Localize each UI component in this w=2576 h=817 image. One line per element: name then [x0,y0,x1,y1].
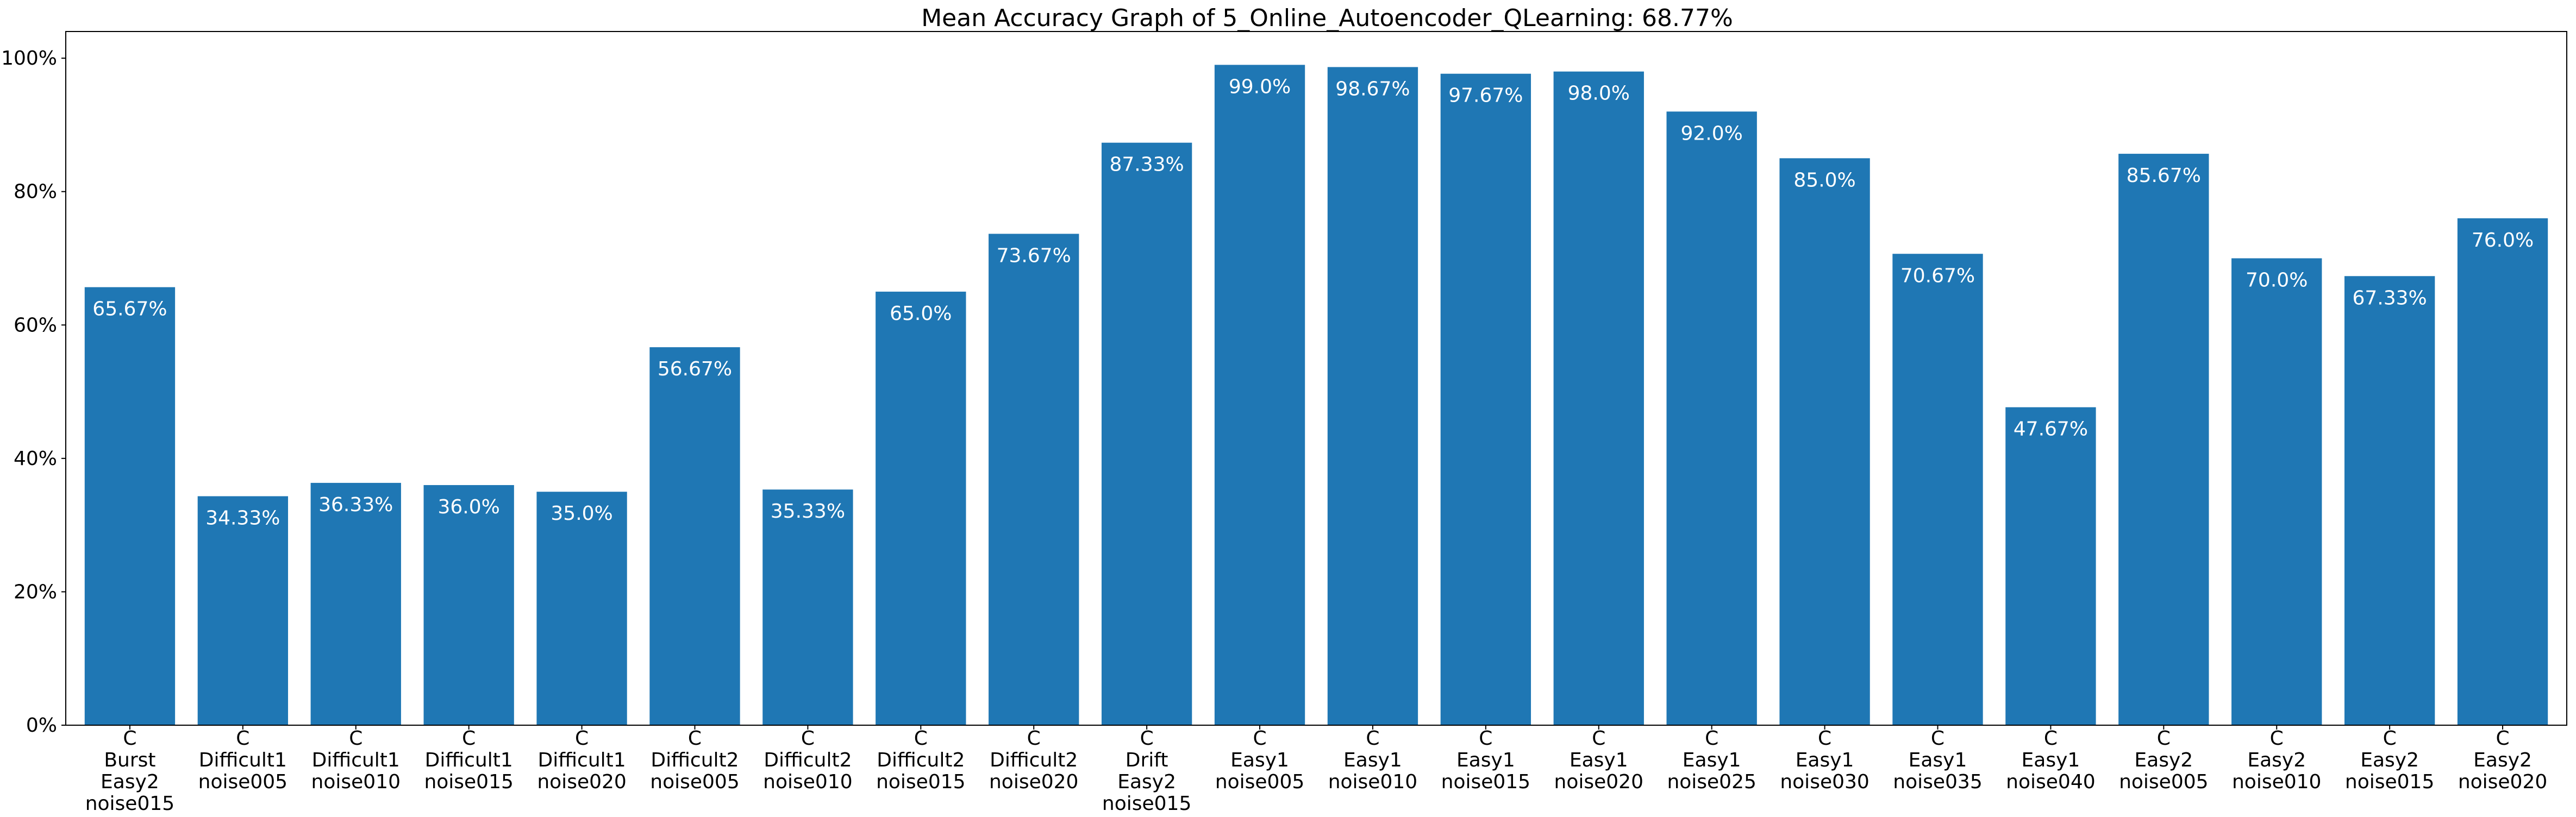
data-label: 65.0% [890,303,952,325]
bar [649,347,740,725]
data-label: 67.33% [2352,287,2427,309]
data-label: 36.33% [318,494,393,516]
bar [1214,65,1305,725]
x-tick-label: C Burst Easy2 noise015 [85,727,174,815]
bar [2344,276,2435,725]
x-tick-label: C Difficult1 noise005 [198,727,287,793]
y-tick-label: 60% [14,314,57,336]
data-label: 35.33% [771,500,845,523]
bar [423,485,514,725]
bar [84,287,176,725]
x-tick-label: C Difficult1 noise010 [311,727,401,793]
bar [2457,218,2548,725]
bar [1327,67,1418,726]
x-tick-label: C Difficult2 noise015 [876,727,965,793]
bar [762,489,853,725]
data-label: 70.0% [2246,269,2308,291]
x-tick-label: C Easy2 noise020 [2458,727,2547,793]
bar [1666,111,1757,726]
data-label: 56.67% [658,358,732,380]
data-label: 87.33% [1109,154,1184,176]
plot-frame [65,31,2567,726]
data-label: 36.0% [437,496,499,518]
chart-title: Mean Accuracy Graph of 5_Online_Autoenco… [921,4,1733,32]
x-tick-label: C Difficult2 noise005 [650,727,739,793]
data-label: 34.33% [205,507,280,529]
x-tick-label: C Easy2 noise015 [2345,727,2434,793]
y-tick-label: 20% [14,581,57,603]
x-tick-label: C Difficult1 noise015 [424,727,513,793]
bar [2118,154,2209,725]
bar [1553,71,1644,725]
data-label: 47.67% [2014,418,2088,441]
y-tick-label: 0% [26,714,57,737]
data-label: 73.67% [997,244,1071,267]
bar [1101,142,1192,726]
x-tick-label: C Easy1 noise010 [1328,727,1417,793]
x-tick-label: C Easy2 noise010 [2232,727,2321,793]
data-label: 35.0% [551,502,612,525]
x-tick-label: C Difficult1 noise020 [537,727,626,793]
bar [1440,73,1531,726]
x-tick-label: C Easy1 noise005 [1215,727,1304,793]
bar [2005,407,2096,725]
x-tick-label: C Easy1 noise035 [1893,727,1982,793]
bar [876,291,966,726]
data-label: 85.67% [2127,165,2201,187]
x-tick-label: C Easy1 noise020 [1554,727,1643,793]
bar [197,496,289,725]
x-tick-label: C Difficult2 noise010 [763,727,852,793]
x-tick-label: C Easy1 noise040 [2006,727,2095,793]
x-tick-label: C Easy1 noise030 [1780,727,1869,793]
y-tick-label: 40% [14,448,57,470]
data-label: 65.67% [92,298,167,320]
bar [310,482,401,725]
bar [1779,158,1870,725]
data-label: 85.0% [1793,169,1855,191]
bar [989,234,1079,725]
bar [1892,254,1983,725]
bar [2231,258,2322,726]
x-tick-label: C Easy1 noise025 [1667,727,1756,793]
x-tick-label: C Easy2 noise005 [2119,727,2208,793]
data-label: 98.0% [1568,83,1630,105]
data-label: 92.0% [1680,122,1742,144]
bar [536,492,627,725]
data-label: 99.0% [1229,76,1291,98]
data-label: 97.67% [1448,85,1523,107]
data-label: 98.67% [1335,78,1410,100]
x-tick-label: C Easy1 noise015 [1441,727,1530,793]
x-tick-label: C Drift Easy2 noise015 [1102,727,1191,815]
data-label: 70.67% [1900,265,1975,287]
data-label: 76.0% [2472,229,2534,252]
y-tick-label: 80% [14,181,57,203]
y-tick-label: 100% [1,47,57,70]
x-tick-label: C Difficult2 noise020 [989,727,1078,793]
